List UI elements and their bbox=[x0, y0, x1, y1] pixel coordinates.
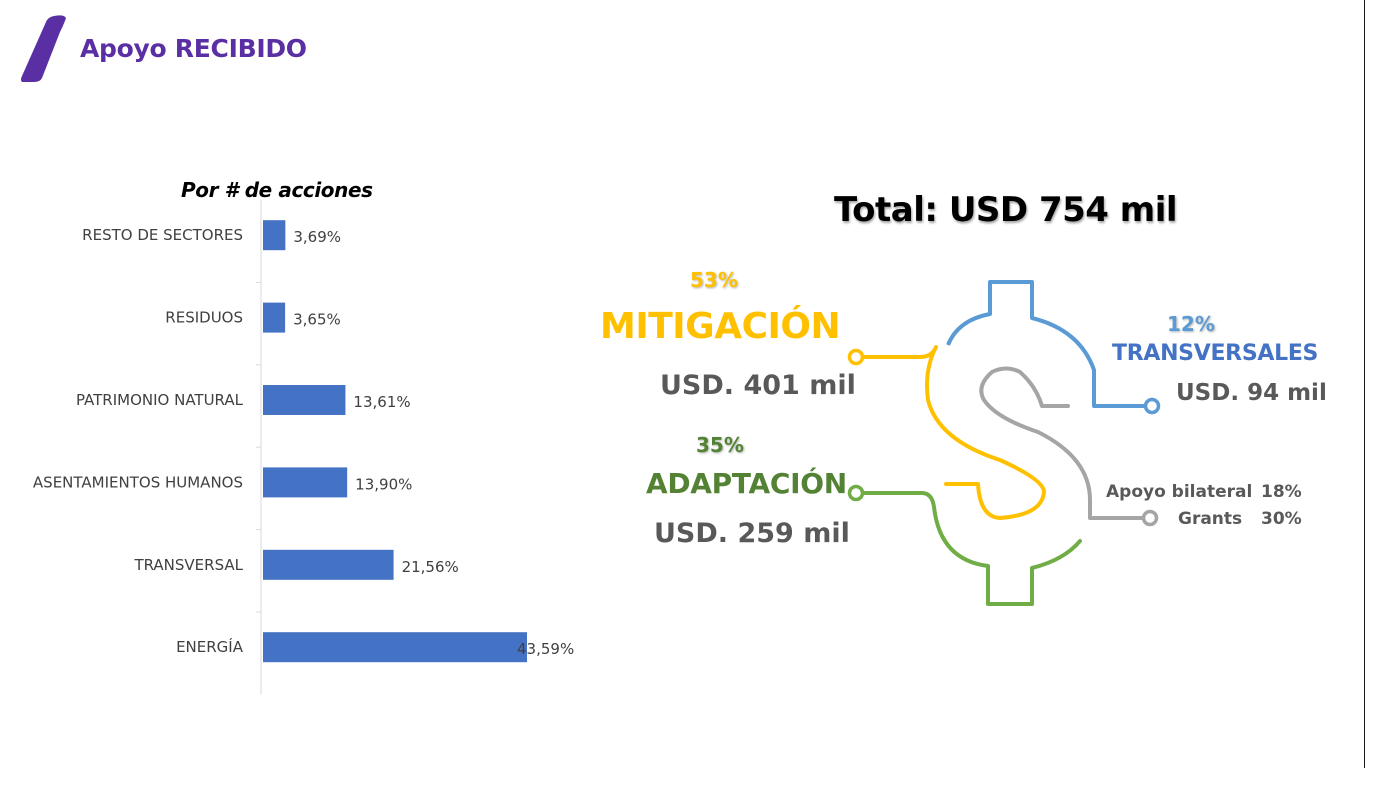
brand-slash-logo bbox=[21, 15, 66, 82]
category-label: PATRIMONIO NATURAL bbox=[76, 391, 244, 409]
chart-title: Por # de acciones bbox=[181, 178, 373, 202]
total-amount: Total: USD 754 mil bbox=[834, 190, 1178, 230]
page-right-border bbox=[1364, 0, 1365, 768]
bar bbox=[263, 632, 527, 663]
value-label: 13,61% bbox=[353, 393, 410, 411]
bar bbox=[263, 549, 394, 580]
value-label: 3,69% bbox=[293, 228, 341, 246]
category-label: TRANSVERSAL bbox=[133, 556, 243, 574]
adaptacion-amount: USD. 259 mil bbox=[654, 518, 850, 549]
bar bbox=[263, 302, 286, 333]
category-label: RESIDUOS bbox=[165, 309, 243, 327]
transversales-amount: USD. 94 mil bbox=[1176, 380, 1327, 406]
category-label: ENERGÍA bbox=[176, 637, 244, 656]
mitigacion-amount: USD. 401 mil bbox=[660, 370, 856, 401]
value-label: 43,59% bbox=[517, 640, 574, 658]
adaptacion-percent: 35% bbox=[696, 433, 744, 457]
breakdown-bilateral-label: Apoyo bilateral bbox=[1106, 482, 1253, 502]
value-label: 21,56% bbox=[402, 558, 459, 576]
transversales-percent: 12% bbox=[1167, 312, 1215, 336]
bar bbox=[263, 467, 348, 498]
value-label: 13,90% bbox=[355, 475, 412, 493]
adaptacion-label: ADAPTACIÓN bbox=[646, 467, 847, 500]
value-label: 3,65% bbox=[293, 311, 341, 329]
breakdown-bilateral-pct: 18% bbox=[1261, 482, 1302, 502]
bar-chart: RESTO DE SECTORES 3,69% RESIDUOS 3,65% PATRI… bbox=[33, 200, 574, 695]
category-label: RESTO DE SECTORES bbox=[82, 226, 243, 244]
bar bbox=[263, 385, 346, 415]
category-label: ASENTAMIENTOS HUMANOS bbox=[33, 473, 243, 491]
mitigacion-label: MITIGACIÓN bbox=[600, 306, 841, 347]
bar bbox=[263, 220, 286, 251]
breakdown-grants-label: Grants bbox=[1178, 509, 1243, 529]
page-title: Apoyo RECIBIDO bbox=[80, 34, 307, 63]
transversales-label: TRANSVERSALES bbox=[1112, 341, 1319, 366]
mitigacion-percent: 53% bbox=[690, 268, 738, 292]
breakdown-grants-pct: 30% bbox=[1261, 509, 1302, 529]
